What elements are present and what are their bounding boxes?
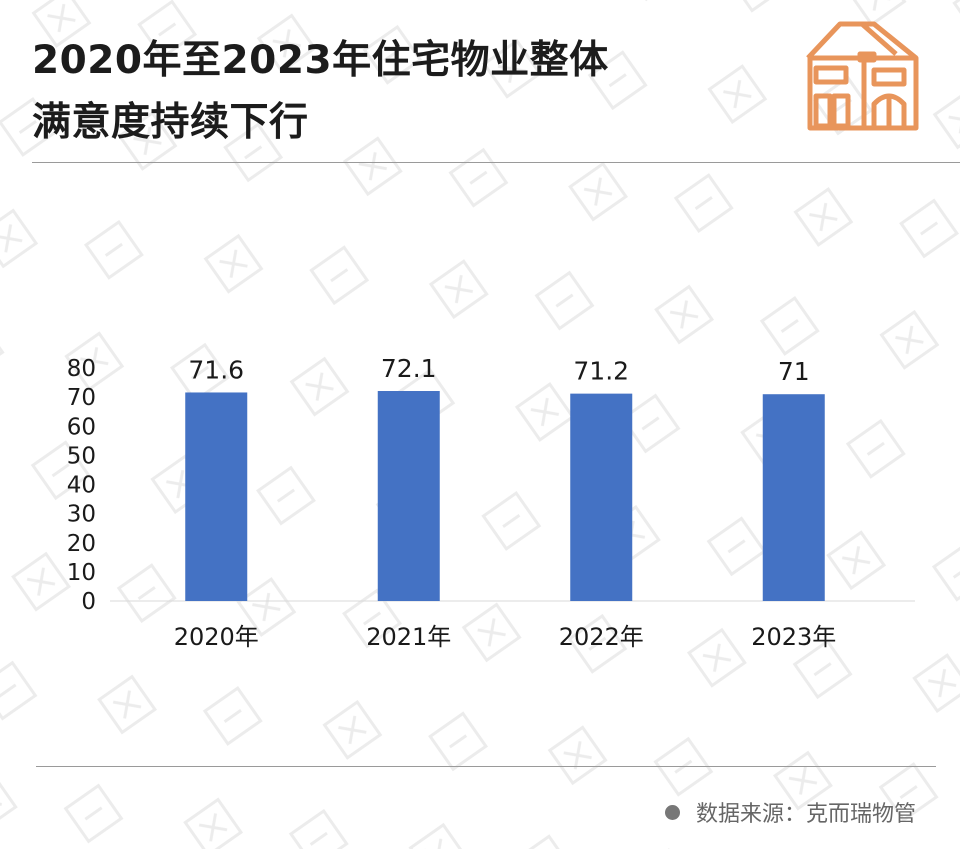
- y-tick-label: 50: [67, 443, 96, 469]
- y-tick-label: 20: [67, 531, 96, 557]
- y-tick-label: 40: [67, 473, 96, 499]
- page-title: 2020年至2023年住宅物业整体 满意度持续下行: [32, 30, 772, 154]
- bar-2: [377, 391, 440, 601]
- data-source-text: 数据来源：克而瑞物管: [695, 802, 916, 827]
- y-tick-label: 0: [81, 589, 96, 615]
- x-tick-label-3: 2022年: [559, 623, 644, 651]
- data-source: 数据来源：克而瑞物管: [664, 796, 916, 828]
- data-label-1: 71.6: [188, 355, 244, 384]
- bullet-dot-icon: [664, 804, 680, 820]
- bar-1: [185, 392, 248, 601]
- data-label-3: 71.2: [573, 357, 629, 386]
- x-tick-label-4: 2023年: [751, 623, 836, 651]
- title-line-1: 2020年至2023年住宅物业整体: [32, 38, 609, 83]
- y-tick-label: 10: [67, 560, 96, 586]
- title-line-2: 满意度持续下行: [32, 100, 309, 145]
- y-tick-label: 30: [67, 502, 96, 528]
- bar-3: [570, 393, 633, 601]
- house-icon: [806, 21, 919, 131]
- title-divider: [32, 162, 960, 163]
- bar-4: [762, 394, 825, 601]
- y-tick-label: 80: [67, 356, 96, 382]
- data-label-4: 71: [778, 357, 810, 386]
- y-tick-label: 70: [67, 385, 96, 411]
- y-tick-label: 60: [67, 414, 96, 440]
- footer-divider: [36, 766, 936, 767]
- x-tick-label-1: 2020年: [174, 623, 259, 651]
- bar-chart: 0 10 20 30 40 50 60 70 80 71.6 2020年 72.1 2021年 71.2 2…: [67, 354, 915, 651]
- x-tick-label-2: 2021年: [366, 623, 451, 651]
- data-label-2: 72.1: [381, 354, 437, 383]
